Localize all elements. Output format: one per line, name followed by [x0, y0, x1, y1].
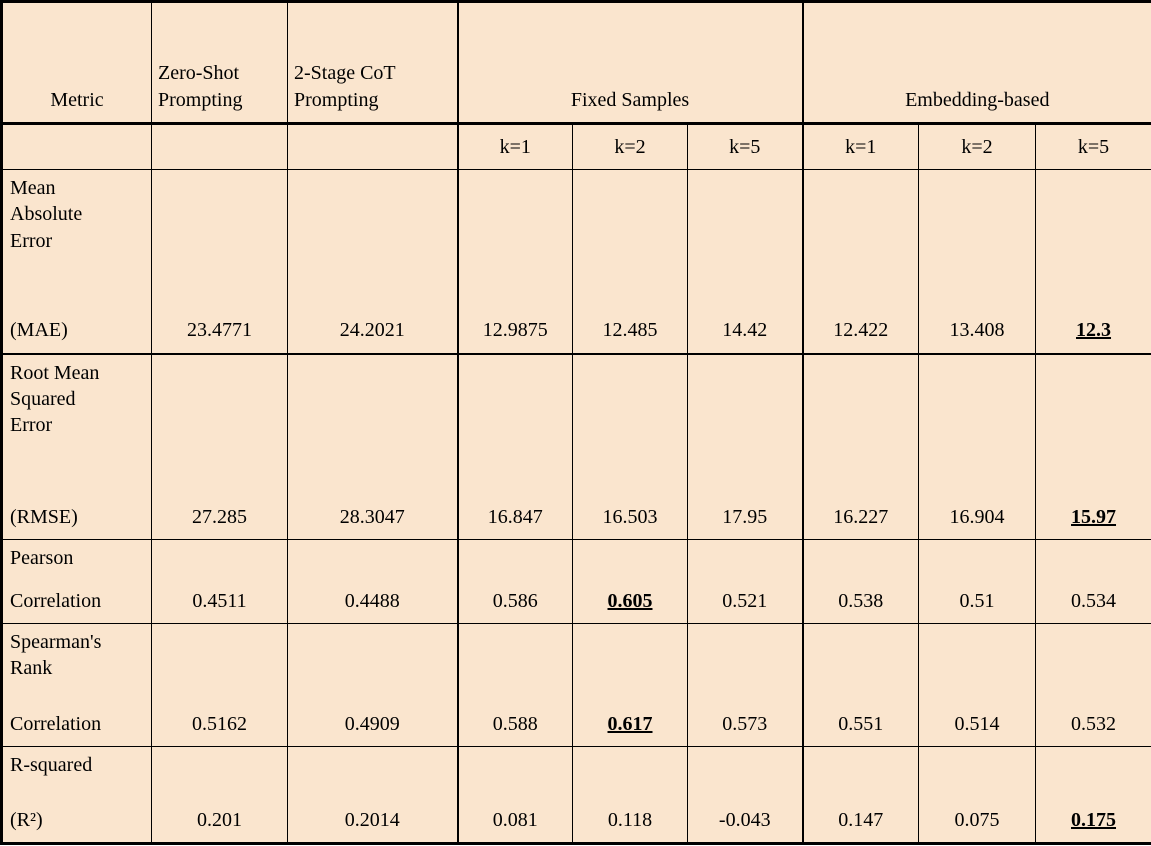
value-cell: 12.422 [801, 169, 920, 355]
value-cell: 0.521 [686, 539, 804, 624]
metric-name-suffix: (RMSE) [10, 505, 78, 528]
col-header-zero-shot: Zero-Shot Prompting [151, 1, 288, 125]
value-cell: 16.227 [801, 353, 920, 540]
metric-name-suffix: (MAE) [10, 319, 68, 342]
value-cell: 0.4511 [151, 539, 288, 624]
col-group-embedding: Embedding-based [801, 1, 1151, 125]
value-cell: 0.075 [918, 746, 1037, 844]
table-row-rsquared: R-squared (R²) 0.201 0.2014 0.081 0.118 … [1, 746, 1151, 844]
value-cell: 0.201 [151, 746, 288, 844]
metric-name: Mean Absolute Error [10, 177, 83, 252]
k-header-fixed-1: k=1 [456, 123, 573, 170]
value-cell: 0.586 [456, 539, 573, 624]
metric-cell: Root Mean Squared Error (RMSE) [1, 353, 152, 540]
table-row-rmse: Root Mean Squared Error (RMSE) 27.285 28… [1, 353, 1151, 540]
metric-name-suffix: Correlation [10, 712, 102, 735]
metric-cell: Mean Absolute Error (MAE) [1, 169, 152, 355]
value-cell: 0.51 [918, 539, 1037, 624]
empty-cell [287, 123, 458, 170]
k-header-embedding-1: k=1 [801, 123, 920, 170]
value-cell: 16.847 [456, 353, 573, 540]
table-row-mae: Mean Absolute Error (MAE) 23.4771 24.202… [1, 169, 1151, 355]
metric-name: Root Mean Squared Error [10, 361, 100, 437]
table-row-spearman: Spearman's Rank Correlation 0.5162 0.490… [1, 623, 1151, 747]
value-cell: 14.42 [686, 169, 804, 355]
value-cell: 12.9875 [456, 169, 573, 355]
metric-name-suffix: (R²) [10, 808, 43, 831]
value-cell: 0.551 [801, 623, 920, 747]
value-cell: 0.147 [801, 746, 920, 844]
k-header-embedding-2: k=2 [918, 123, 1037, 170]
empty-cell [1, 123, 152, 170]
k-header-fixed-2: k=2 [572, 123, 688, 170]
metric-name-suffix: Correlation [10, 589, 102, 612]
value-cell: 0.532 [1035, 623, 1151, 747]
value-cell: 0.605 [572, 539, 688, 624]
value-cell: 0.534 [1035, 539, 1151, 624]
k-header-fixed-5: k=5 [686, 123, 804, 170]
value-cell: 0.5162 [151, 623, 288, 747]
k-header-embedding-5: k=5 [1035, 123, 1151, 170]
metric-cell: Spearman's Rank Correlation [1, 623, 152, 747]
value-cell: 17.95 [686, 353, 804, 540]
col-group-fixed-samples: Fixed Samples [456, 1, 804, 125]
value-cell: 0.588 [456, 623, 573, 747]
subheader-row: k=1 k=2 k=5 k=1 k=2 k=5 [1, 123, 1151, 170]
value-cell: 13.408 [918, 169, 1037, 355]
value-cell: 0.573 [686, 623, 804, 747]
table-row-pearson: Pearson Correlation 0.4511 0.4488 0.586 … [1, 539, 1151, 624]
value-cell: 0.538 [801, 539, 920, 624]
value-cell: 0.175 [1035, 746, 1151, 844]
value-cell: 0.514 [918, 623, 1037, 747]
value-cell: 27.285 [151, 353, 288, 540]
value-cell: 0.617 [572, 623, 688, 747]
empty-cell [151, 123, 288, 170]
metric-cell: R-squared (R²) [1, 746, 152, 844]
value-cell: 16.904 [918, 353, 1037, 540]
value-cell: 0.2014 [287, 746, 458, 844]
col-header-cot: 2-Stage CoT Prompting [287, 1, 458, 125]
value-cell: 24.2021 [287, 169, 458, 355]
value-cell: 16.503 [572, 353, 688, 540]
value-cell: 0.081 [456, 746, 573, 844]
value-cell: 28.3047 [287, 353, 458, 540]
metric-name: R-squared [10, 754, 93, 776]
metric-name: Pearson [10, 547, 74, 569]
metric-name: Spearman's Rank [10, 631, 102, 680]
value-cell: 15.97 [1035, 353, 1151, 540]
value-cell: 12.485 [572, 169, 688, 355]
header-row: Metric Zero-Shot Prompting 2-Stage CoT P… [1, 1, 1151, 125]
value-cell: 12.3 [1035, 169, 1151, 355]
value-cell: 0.118 [572, 746, 688, 844]
metric-cell: Pearson Correlation [1, 539, 152, 624]
value-cell: 0.4909 [287, 623, 458, 747]
value-cell: -0.043 [686, 746, 804, 844]
value-cell: 0.4488 [287, 539, 458, 624]
col-header-metric: Metric [1, 1, 152, 125]
value-cell: 23.4771 [151, 169, 288, 355]
